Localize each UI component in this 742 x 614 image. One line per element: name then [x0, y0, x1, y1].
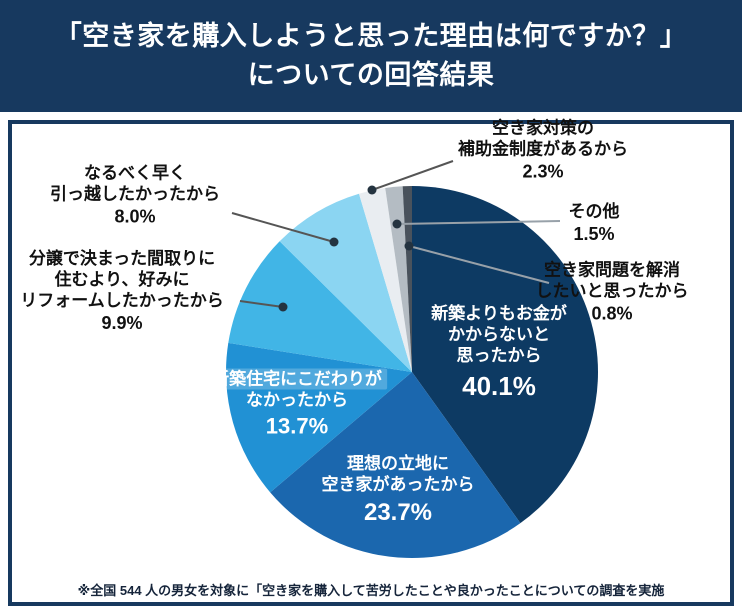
label-value: 8.0%	[114, 206, 156, 227]
leader-line-3	[396, 220, 561, 225]
label-text: その他	[568, 202, 620, 221]
label-text: 引っ越したかったから	[50, 184, 220, 204]
label-text: 新築住宅にこだわりが	[207, 368, 387, 390]
label-value: 1.5%	[573, 224, 615, 244]
label-slice-solve-vacancy: 空き家問題を解消 したいと思ったから 0.8%	[536, 260, 689, 325]
label-text: したいと思ったから	[535, 281, 689, 301]
title-line-1: 「空き家を購入しようと思った理由は何ですか？」	[54, 20, 688, 51]
label-slice-other: その他 1.5%	[569, 201, 620, 245]
pie-slice-0	[412, 186, 598, 524]
leader-dot-3	[392, 219, 402, 229]
leader-dot-0	[278, 302, 288, 312]
label-text: 空き家問題を解消	[544, 260, 680, 280]
label-text: 思ったから	[456, 346, 542, 365]
label-text: 理想の立地に	[347, 454, 449, 473]
leader-line-4	[408, 245, 550, 284]
leader-line-1	[231, 212, 335, 243]
leader-line-0	[239, 300, 284, 308]
label-text: なるべく早く	[84, 163, 186, 183]
title-line-2: についての回答結果	[247, 60, 495, 90]
pie-slice-4	[279, 193, 412, 372]
label-text: 新築よりもお金が	[431, 304, 567, 323]
pie-slice-6	[385, 186, 412, 372]
page-header: 「空き家を購入しようと思った理由は何ですか？」 についての回答結果	[0, 0, 742, 112]
label-value: 0.8%	[591, 303, 633, 324]
label-value: 13.7%	[265, 413, 329, 439]
pie-slice-7	[402, 185, 412, 372]
label-text: かからないと	[447, 325, 550, 344]
label-slice-move-quickly: なるべく早く 引っ越したかったから 8.0%	[50, 163, 220, 228]
pie-slice-5	[358, 187, 412, 372]
label-text: なかったから	[245, 390, 348, 410]
pie-slice-3	[228, 241, 412, 372]
leader-line-2	[371, 160, 454, 191]
leader-dot-1	[329, 237, 339, 247]
label-text: 空き家があったから	[321, 475, 475, 494]
label-value: 23.7%	[363, 499, 433, 526]
label-slice-subsidy: 空き家対策の 補助金制度があるから 2.3%	[458, 118, 628, 183]
label-slice-ideal-location: 理想の立地に 空き家があったから 23.7%	[322, 453, 475, 527]
label-text: 空き家対策の	[492, 118, 594, 138]
pie-slice-2	[226, 342, 412, 493]
label-slice-cheaper-than-new: 新築よりもお金が かからないと 思ったから 40.1%	[431, 303, 567, 401]
label-text: 住むより、好みに	[54, 270, 190, 289]
label-value: 2.3%	[522, 161, 564, 182]
label-text: リフォームしたかったから	[20, 291, 224, 310]
label-text: 分譲で決まった間取りに	[28, 249, 216, 268]
leader-dot-4	[404, 241, 414, 251]
survey-footnote: ※全国 544 人の男女を対象に「空き家を購入して苦労したことや良かったことにつ…	[77, 583, 665, 598]
leader-dot-2	[367, 185, 377, 195]
pie-slice-1	[270, 372, 521, 558]
label-text-highlight: 新築住宅にこだわりが	[207, 368, 387, 390]
label-text: 補助金制度があるから	[458, 139, 628, 159]
label-slice-no-preference-new: 新築住宅にこだわりが なかったから 13.7%	[207, 368, 387, 440]
label-slice-renovate: 分譲で決まった間取りに 住むより、好みに リフォームしたかったから 9.9%	[20, 248, 224, 334]
label-value: 40.1%	[462, 371, 536, 401]
label-value: 9.9%	[101, 313, 143, 333]
